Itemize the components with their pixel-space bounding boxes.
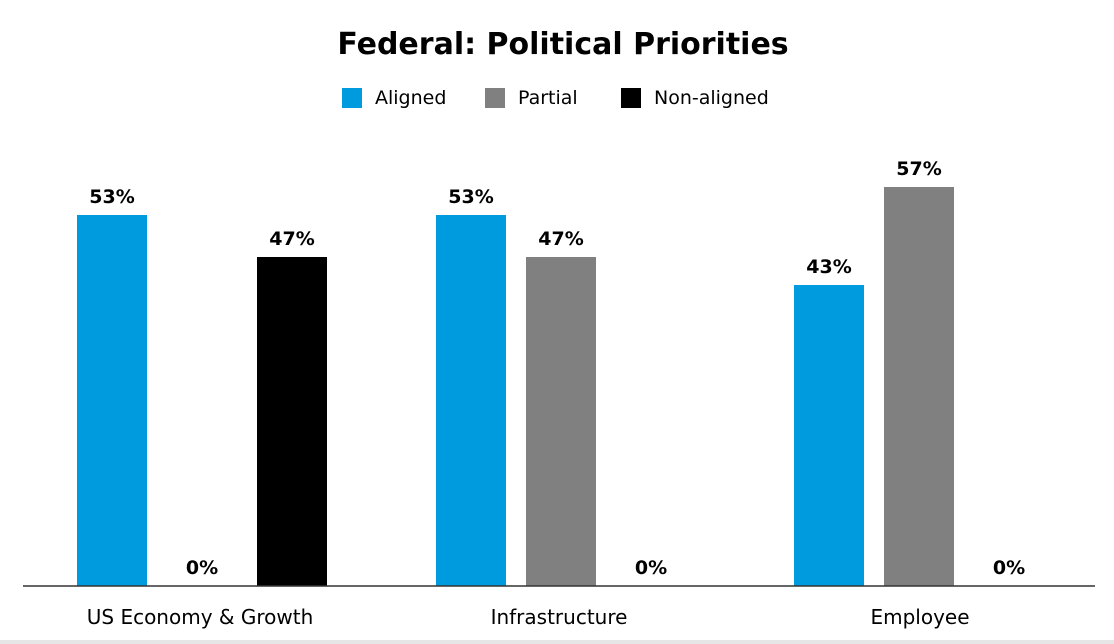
legend-swatch bbox=[621, 88, 641, 108]
bottom-border bbox=[0, 640, 1114, 644]
data-label: 47% bbox=[538, 228, 583, 250]
bar bbox=[77, 215, 147, 586]
legend-item: Partial bbox=[485, 87, 578, 109]
value-labels-group: 53% 0% 47% 53% 47% 0% 43% 57% 0% bbox=[89, 158, 1025, 579]
data-label: 0% bbox=[635, 557, 667, 579]
legend: Aligned Partial Non-aligned bbox=[342, 87, 769, 109]
bar bbox=[884, 187, 954, 586]
bars-group bbox=[77, 187, 954, 586]
x-tick-label: US Economy & Growth bbox=[87, 605, 314, 629]
category-labels-group: US Economy & Growth Infrastructure Employe… bbox=[87, 605, 970, 629]
legend-label: Non-aligned bbox=[654, 87, 769, 109]
data-label: 53% bbox=[89, 186, 134, 208]
data-label: 53% bbox=[448, 186, 493, 208]
bar bbox=[257, 257, 327, 586]
x-tick-label: Infrastructure bbox=[491, 605, 628, 629]
data-label: 43% bbox=[806, 256, 851, 278]
bar bbox=[436, 215, 506, 586]
bar bbox=[794, 285, 864, 586]
data-label: 0% bbox=[186, 557, 218, 579]
legend-item: Non-aligned bbox=[621, 87, 769, 109]
legend-item: Aligned bbox=[342, 87, 446, 109]
legend-swatch bbox=[342, 88, 362, 108]
x-tick-label: Employee bbox=[870, 605, 969, 629]
data-label: 57% bbox=[896, 158, 941, 180]
legend-label: Aligned bbox=[375, 87, 446, 109]
data-label: 0% bbox=[993, 557, 1025, 579]
bar bbox=[526, 257, 596, 586]
data-label: 47% bbox=[269, 228, 314, 250]
legend-label: Partial bbox=[518, 87, 578, 109]
chart-title: Federal: Political Priorities bbox=[337, 27, 788, 62]
legend-swatch bbox=[485, 88, 505, 108]
